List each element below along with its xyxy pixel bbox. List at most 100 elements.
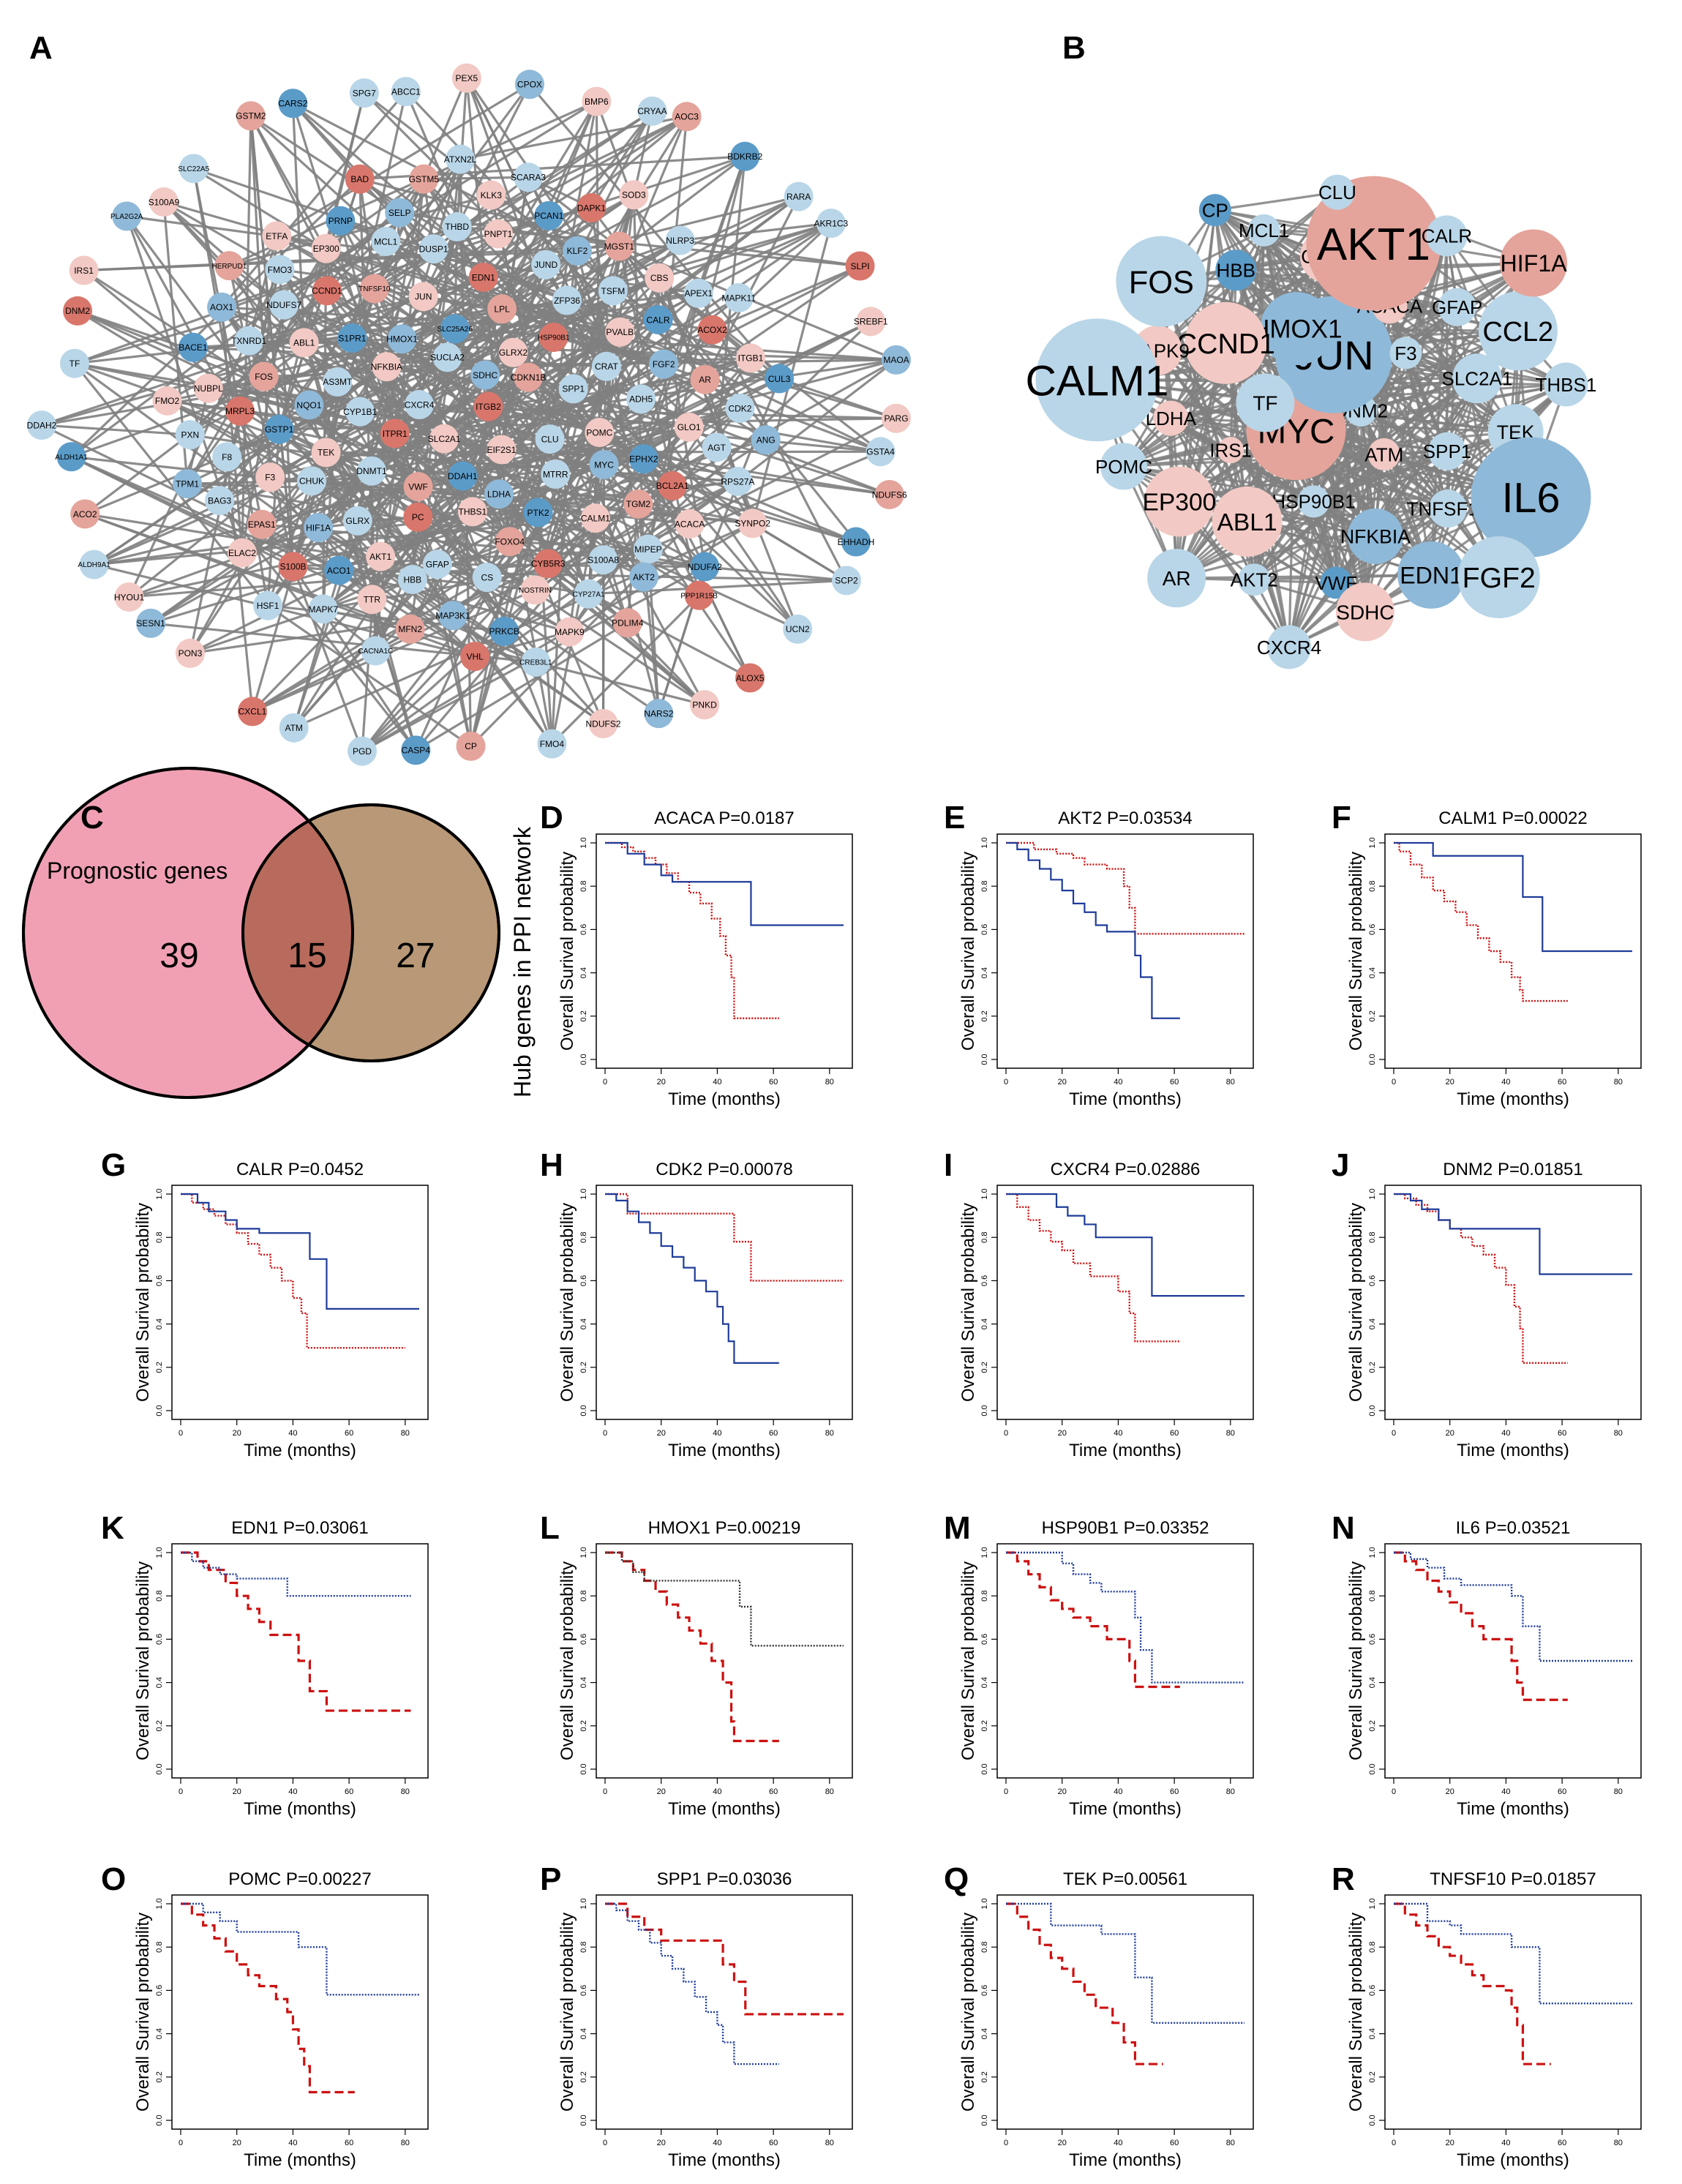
network-b-node-circle (1319, 174, 1355, 210)
km-y-tick-label: 0.8 (980, 1942, 989, 1953)
km-plot-title: CALR P=0.0452 (236, 1160, 364, 1179)
network-b-node-label: CP (1202, 200, 1228, 222)
network-a-node-circle (349, 78, 379, 108)
network-a-node-circle (324, 555, 354, 585)
network-a-node: NDUFS2 (586, 709, 621, 739)
network-a-node-label: CRYAA (637, 106, 667, 116)
network-a-node-label: SOD3 (622, 190, 646, 200)
network-a-node: NDUFS6 (872, 479, 907, 509)
km-plot-title: POMC P=0.00227 (228, 1869, 371, 1889)
network-b-node: CALR (1422, 215, 1472, 257)
network-a-node-circle (79, 549, 109, 579)
km-x-tick-label: 80 (825, 1429, 834, 1438)
km-plot-title: SPP1 P=0.03036 (657, 1869, 792, 1889)
network-a-node-circle (637, 96, 667, 126)
network-a-node-label: PLA2G2A (110, 213, 143, 221)
network-a-node-circle (457, 497, 487, 527)
network-a-edge (361, 480, 739, 752)
network-a-node-circle (730, 141, 760, 171)
network-a-node-circle (674, 412, 704, 442)
network-b-node-label: SDHC (1336, 601, 1394, 623)
network-a-node-circle (207, 292, 237, 322)
network-b-edge (1176, 507, 1449, 579)
km-plot-frame (171, 1894, 429, 2130)
network-a-node: CHUK (297, 466, 327, 496)
km-x-tick-label: 60 (769, 1429, 778, 1438)
km-plot-frame (596, 1185, 853, 1420)
network-a-node-label: PTK2 (527, 508, 549, 518)
km-y-axis-label: Overall Surival probability (133, 1913, 153, 2112)
network-a-node-label: CBS (650, 273, 669, 283)
km-plot-title: DNM2 P=0.01851 (1443, 1160, 1582, 1179)
network-a-node-circle (247, 509, 277, 539)
network-a-node: SREBF1 (854, 307, 888, 337)
network-a-node-label: AKT1 (369, 552, 391, 562)
network-b-node: IRS1 (1209, 437, 1252, 464)
network-a-edge (433, 206, 592, 250)
network-a-node-circle (357, 585, 387, 615)
km-curve-high (181, 1193, 405, 1349)
network-a-node-circle (366, 541, 396, 571)
network-a-node: AKT1 (366, 541, 396, 571)
network-a-node: PC (403, 502, 433, 532)
network-a-edge (283, 304, 448, 359)
network-b-node: HIF1A (1500, 229, 1567, 297)
km-y-tick-label: 1.0 (155, 1898, 164, 1909)
network-a-node-label: DUSP1 (419, 244, 448, 254)
km-x-tick-label: 60 (1558, 2139, 1566, 2147)
network-a-edge (94, 517, 596, 566)
network-a-node: CASP4 (401, 735, 431, 765)
network-a-node-label: GSTA4 (866, 447, 895, 457)
network-a-node-label: SLC2A1 (428, 434, 461, 444)
km-x-tick-label: 40 (288, 2139, 297, 2147)
network-a-node-label: POMC (586, 427, 612, 438)
km-y-tick-label: 0.4 (980, 1318, 989, 1329)
network-b-node-circle (1215, 249, 1257, 291)
network-a-node-circle (531, 249, 561, 279)
network-a-node-circle (451, 63, 481, 93)
km-x-tick-label: 20 (233, 2139, 241, 2147)
network-a-node-label: TF (70, 359, 80, 369)
network-b-node-label: IL6 (1502, 475, 1561, 522)
km-x-tick-label: 20 (657, 1429, 666, 1438)
network-b-node-circle (1184, 301, 1267, 384)
network-a-node-label: BDKRB2 (727, 151, 762, 162)
km-plot-i: CXCR4 P=0.02886 0 20 40 60 80 0.0 0.2 0.4 0.6 0.8 1… (958, 1160, 1254, 1460)
network-a-edge (291, 103, 306, 343)
km-plot-frame (1384, 1185, 1642, 1420)
network-a-node-label: PXN (181, 429, 199, 440)
network-a-edge (411, 578, 537, 664)
km-y-axis-label: Overall Surival probability (557, 852, 577, 1051)
network-a-node-circle (214, 251, 244, 281)
network-a-node: GSTP1 (264, 414, 294, 444)
network-a-node-circle (227, 538, 257, 568)
network-a-node-label: KLF2 (567, 246, 588, 256)
network-a-node-label: MIPEP (634, 544, 661, 555)
network-a: PEX5 CPOX BMP6 CRYAA AOC3 BDKRB2 RARA AKR1C3 SLP… (27, 63, 911, 766)
km-x-tick-label: 60 (345, 1787, 353, 1796)
network-a-node: TNFSF10 (358, 274, 391, 304)
network-a-node-circle (361, 636, 391, 666)
network-a-node-label: PRKCB (489, 626, 519, 637)
km-x-tick-label: 20 (1058, 2139, 1067, 2147)
network-a-node-circle (149, 187, 179, 217)
network-a-node-label: DDAH1 (448, 471, 478, 481)
km-plot-frame (171, 1543, 429, 1779)
network-a-node: JUN (408, 282, 438, 312)
network-a-node-circle (619, 180, 649, 210)
network-a-node-label: BAG3 (208, 496, 231, 506)
venn-count-overlap: 15 (288, 937, 326, 975)
network-b-node-circle (1452, 353, 1502, 404)
network-b-node-circle (1267, 625, 1312, 669)
network-a-node-label: SELP (388, 208, 411, 218)
km-y-tick-label: 1.0 (579, 1547, 588, 1558)
km-y-tick-label: 0.4 (579, 2028, 588, 2039)
network-a-node: AS3MT (323, 367, 353, 397)
network-a-node: CALR (643, 304, 673, 334)
network-a-node-circle (555, 617, 585, 647)
km-x-axis-label: Time (months) (1457, 1441, 1569, 1460)
network-a-node-label: GSTM2 (236, 111, 266, 121)
venn-label-hub: Hub genes in PPI network (509, 826, 536, 1097)
network-a-node-label: SDHC (473, 370, 498, 380)
km-y-tick-label: 0.4 (579, 967, 588, 978)
